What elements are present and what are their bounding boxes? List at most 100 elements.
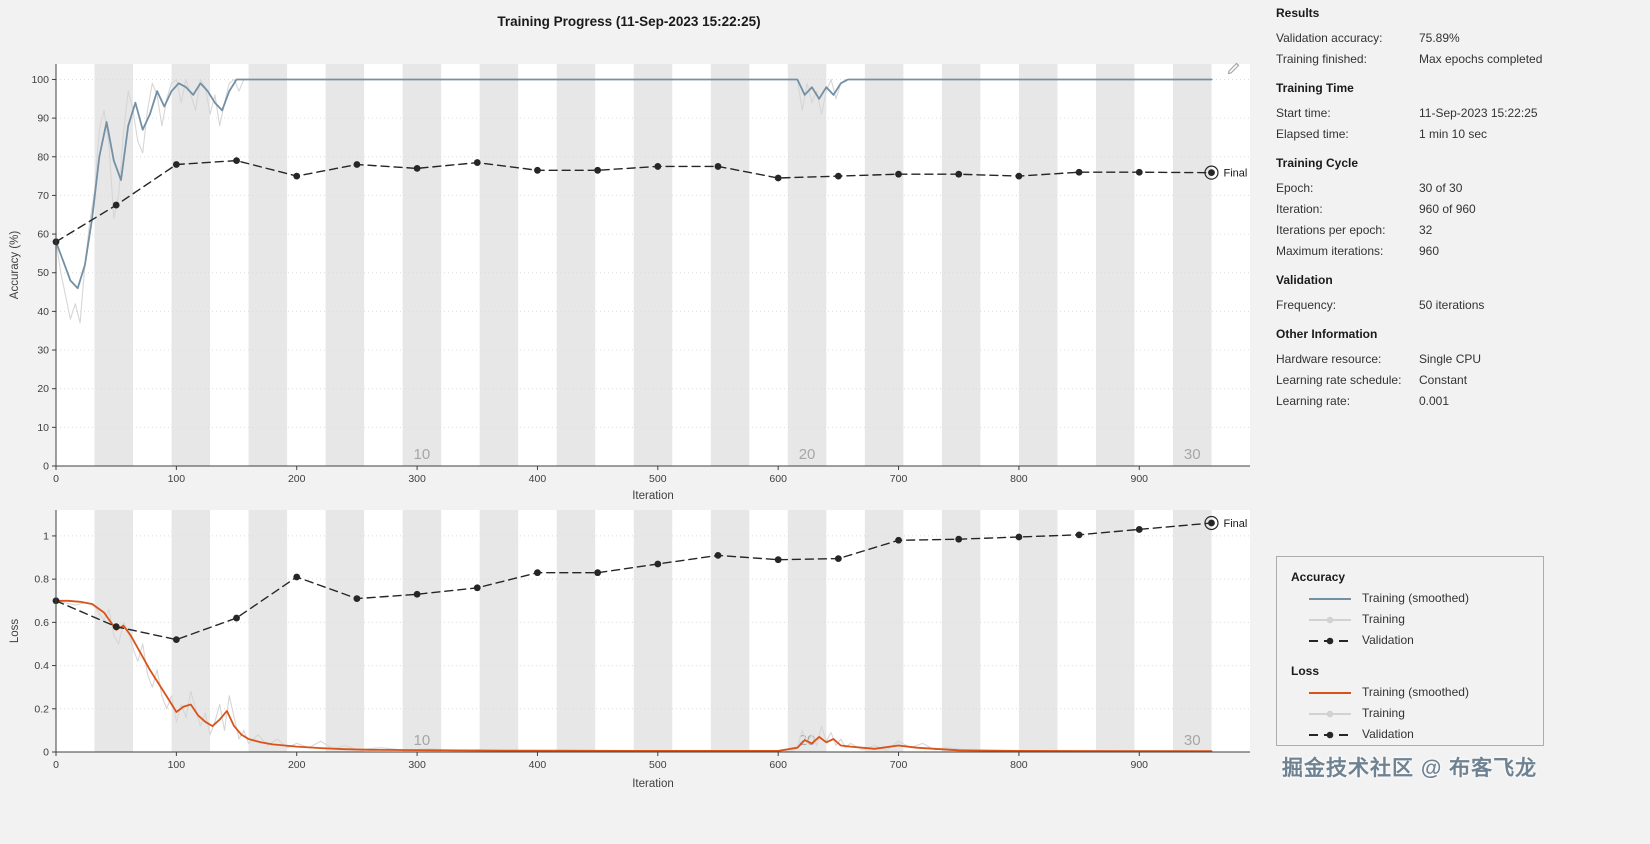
- info-section: Other Information Hardware resource: Singl…: [1276, 327, 1642, 412]
- svg-text:800: 800: [1010, 473, 1028, 485]
- legend-line-sample: [1309, 597, 1351, 600]
- info-panel: Results Validation accuracy: 75.89% Trainin…: [1276, 6, 1642, 423]
- info-label: Epoch:: [1276, 181, 1314, 195]
- legend-panel: Accuracy Training (smoothed) Training Valid…: [1276, 556, 1544, 746]
- legend-line-sample: [1309, 710, 1351, 717]
- legend-item-label: Validation: [1362, 633, 1414, 647]
- section-heading: Results: [1276, 6, 1320, 20]
- svg-text:20: 20: [37, 383, 49, 395]
- info-value: 960: [1419, 244, 1440, 258]
- svg-text:600: 600: [769, 759, 787, 771]
- legend-item: Training: [1291, 609, 1543, 630]
- svg-text:0: 0: [43, 461, 49, 473]
- legend-item-label: Training (smoothed): [1362, 591, 1469, 605]
- svg-text:600: 600: [769, 473, 787, 485]
- legend-line-sample: [1309, 637, 1351, 644]
- svg-text:100: 100: [168, 473, 186, 485]
- svg-text:Final: Final: [1223, 518, 1247, 530]
- info-value: 0.001: [1419, 394, 1450, 408]
- info-section: Validation Frequency: 50 iterations: [1276, 273, 1642, 316]
- legend-item: Training: [1291, 703, 1543, 724]
- svg-text:900: 900: [1131, 759, 1149, 771]
- svg-text:50: 50: [37, 267, 49, 279]
- svg-text:1: 1: [43, 530, 49, 542]
- svg-text:60: 60: [37, 229, 49, 241]
- svg-text:30: 30: [1184, 446, 1201, 463]
- accuracy-chart: 10 20 30 Final 0 100 200 300 400 500 600 700 800 900 0…: [4, 52, 1256, 504]
- legend-heading: Accuracy: [1291, 570, 1346, 584]
- svg-text:0.2: 0.2: [34, 703, 49, 715]
- info-label: Training finished:: [1276, 52, 1367, 66]
- info-value: Max epochs completed: [1419, 52, 1543, 66]
- svg-text:40: 40: [37, 306, 49, 318]
- svg-text:20: 20: [799, 446, 816, 463]
- svg-text:10: 10: [414, 732, 431, 749]
- info-label: Maximum iterations:: [1276, 244, 1384, 258]
- legend-item: Training (smoothed): [1291, 588, 1543, 609]
- svg-text:500: 500: [649, 759, 667, 771]
- svg-text:Accuracy (%): Accuracy (%): [9, 231, 21, 300]
- svg-text:90: 90: [37, 113, 49, 125]
- info-label: Frequency:: [1276, 298, 1337, 312]
- svg-text:400: 400: [529, 473, 547, 485]
- info-section: Training Cycle Epoch: 30 of 30 Iteration: 96…: [1276, 156, 1642, 262]
- pencil-icon: [1227, 62, 1240, 75]
- svg-text:200: 200: [288, 759, 306, 771]
- legend-item-label: Validation: [1362, 727, 1414, 741]
- svg-text:30: 30: [1184, 732, 1201, 749]
- info-row: Learning rate: 0.001: [1276, 391, 1642, 412]
- svg-text:0.6: 0.6: [34, 617, 49, 629]
- loss-chart: 10 20 30 Final 0 100 200 300 400 500 600 700 800 900 0…: [4, 500, 1256, 792]
- info-label: Iterations per epoch:: [1276, 223, 1386, 237]
- info-value: 1 min 10 sec: [1419, 127, 1488, 141]
- info-label: Validation accuracy:: [1276, 31, 1383, 45]
- svg-text:10: 10: [414, 446, 431, 463]
- section-heading: Training Time: [1276, 81, 1354, 95]
- svg-text:Loss: Loss: [9, 619, 21, 644]
- info-row: Training finished: Max epochs completed: [1276, 49, 1642, 70]
- legend-line-sample: [1309, 616, 1351, 623]
- info-label: Learning rate schedule:: [1276, 373, 1402, 387]
- section-heading: Other Information: [1276, 327, 1378, 341]
- svg-text:Iteration: Iteration: [632, 778, 674, 790]
- section-heading: Validation: [1276, 273, 1333, 287]
- svg-text:100: 100: [168, 759, 186, 771]
- svg-text:0.4: 0.4: [34, 660, 49, 672]
- legend-group: Loss Training (smoothed) Training Validatio…: [1291, 661, 1543, 745]
- info-value: Single CPU: [1419, 352, 1482, 366]
- info-row: Frequency: 50 iterations: [1276, 295, 1642, 316]
- accuracy-plot[interactable]: 10 20 30 Final 0 100 200 300 400 500 600 700 800 900 0…: [4, 52, 1256, 504]
- svg-text:70: 70: [37, 190, 49, 202]
- info-row: Hardware resource: Single CPU: [1276, 349, 1642, 370]
- svg-text:0: 0: [43, 747, 49, 759]
- edit-plot-icon[interactable]: [1226, 60, 1242, 76]
- info-row: Learning rate schedule: Constant: [1276, 370, 1642, 391]
- svg-text:0: 0: [53, 473, 59, 485]
- svg-text:0: 0: [53, 759, 59, 771]
- legend-item: Training (smoothed): [1291, 682, 1543, 703]
- svg-text:700: 700: [890, 473, 908, 485]
- svg-text:400: 400: [529, 759, 547, 771]
- legend-heading: Loss: [1291, 664, 1320, 678]
- svg-text:10: 10: [37, 422, 49, 434]
- legend-item-label: Training: [1362, 612, 1405, 626]
- info-row: Maximum iterations: 960: [1276, 241, 1642, 262]
- info-row: Validation accuracy: 75.89%: [1276, 28, 1642, 49]
- info-section: Training Time Start time: 11-Sep-2023 15:2…: [1276, 81, 1642, 145]
- info-value: 11-Sep-2023 15:22:25: [1419, 106, 1538, 120]
- info-label: Elapsed time:: [1276, 127, 1349, 141]
- info-section: Results Validation accuracy: 75.89% Trainin…: [1276, 6, 1642, 70]
- legend-line-sample: [1309, 691, 1351, 694]
- svg-text:500: 500: [649, 473, 667, 485]
- info-row: Elapsed time: 1 min 10 sec: [1276, 124, 1642, 145]
- svg-text:300: 300: [408, 473, 426, 485]
- svg-text:200: 200: [288, 473, 306, 485]
- info-label: Iteration:: [1276, 202, 1323, 216]
- svg-text:30: 30: [37, 345, 49, 357]
- section-heading: Training Cycle: [1276, 156, 1359, 170]
- info-label: Start time:: [1276, 106, 1331, 120]
- svg-text:0.8: 0.8: [34, 574, 49, 586]
- svg-text:80: 80: [37, 151, 49, 163]
- info-row: Start time: 11-Sep-2023 15:22:25: [1276, 103, 1642, 124]
